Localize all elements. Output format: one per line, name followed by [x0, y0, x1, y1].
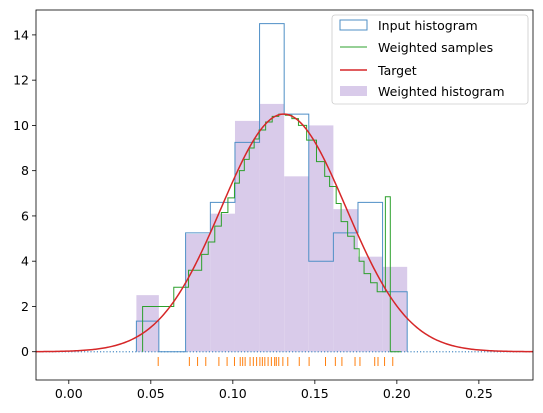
target-curve — [36, 113, 533, 353]
weighted-histogram-bar — [259, 103, 285, 352]
y-tick-label: 12 — [13, 73, 29, 88]
weighted-histogram-bar — [357, 256, 383, 352]
plot-area — [36, 23, 533, 366]
weighted-histogram-bar — [185, 234, 211, 352]
legend-box — [331, 14, 529, 105]
weighted-histogram-bar — [333, 209, 358, 352]
plot-content — [36, 23, 533, 366]
x-tick-label: 0.10 — [219, 386, 247, 401]
y-tick-label: 0 — [21, 344, 29, 359]
legend-swatch-weighted-histogram — [340, 86, 367, 96]
x-tick-label: 0.00 — [55, 386, 83, 401]
weighted-histogram-bar — [308, 125, 334, 352]
y-tick-label: 2 — [21, 299, 29, 314]
weighted-histogram-bar — [284, 176, 309, 352]
weighted-histogram-bar — [234, 120, 260, 352]
axes-frame — [35, 9, 534, 381]
y-tick-label: 14 — [13, 27, 29, 42]
x-tick-label: 0.05 — [137, 386, 165, 401]
legend-label-target: Target — [377, 63, 417, 78]
weighted-histogram-bar — [210, 213, 235, 352]
legend-label-weighted-histogram: Weighted histogram — [378, 84, 505, 99]
legend-label-weighted-samples: Weighted samples — [378, 40, 493, 55]
y-tick-label: 6 — [21, 208, 29, 223]
axis-ticks: 0.00 0.05 0.10 0.15 0.20 0.25 0 2 4 6 8 10 12 14 — [13, 27, 493, 401]
x-tick-label: 0.20 — [383, 386, 411, 401]
legend-label-input-histogram: Input histogram — [378, 18, 478, 33]
weighted-histogram-bar — [382, 266, 408, 352]
legend: Input histogram Weighted samples Target … — [331, 14, 529, 105]
input-histogram-step — [135, 23, 408, 353]
y-tick-label: 10 — [13, 118, 29, 133]
weighted-histogram-bar — [136, 295, 159, 352]
y-tick-label: 4 — [21, 254, 29, 269]
y-tick-label: 8 — [21, 163, 29, 178]
legend-swatch-input-histogram — [339, 19, 368, 31]
x-tick-label: 0.15 — [301, 386, 329, 401]
x-tick-label: 0.25 — [465, 386, 493, 401]
